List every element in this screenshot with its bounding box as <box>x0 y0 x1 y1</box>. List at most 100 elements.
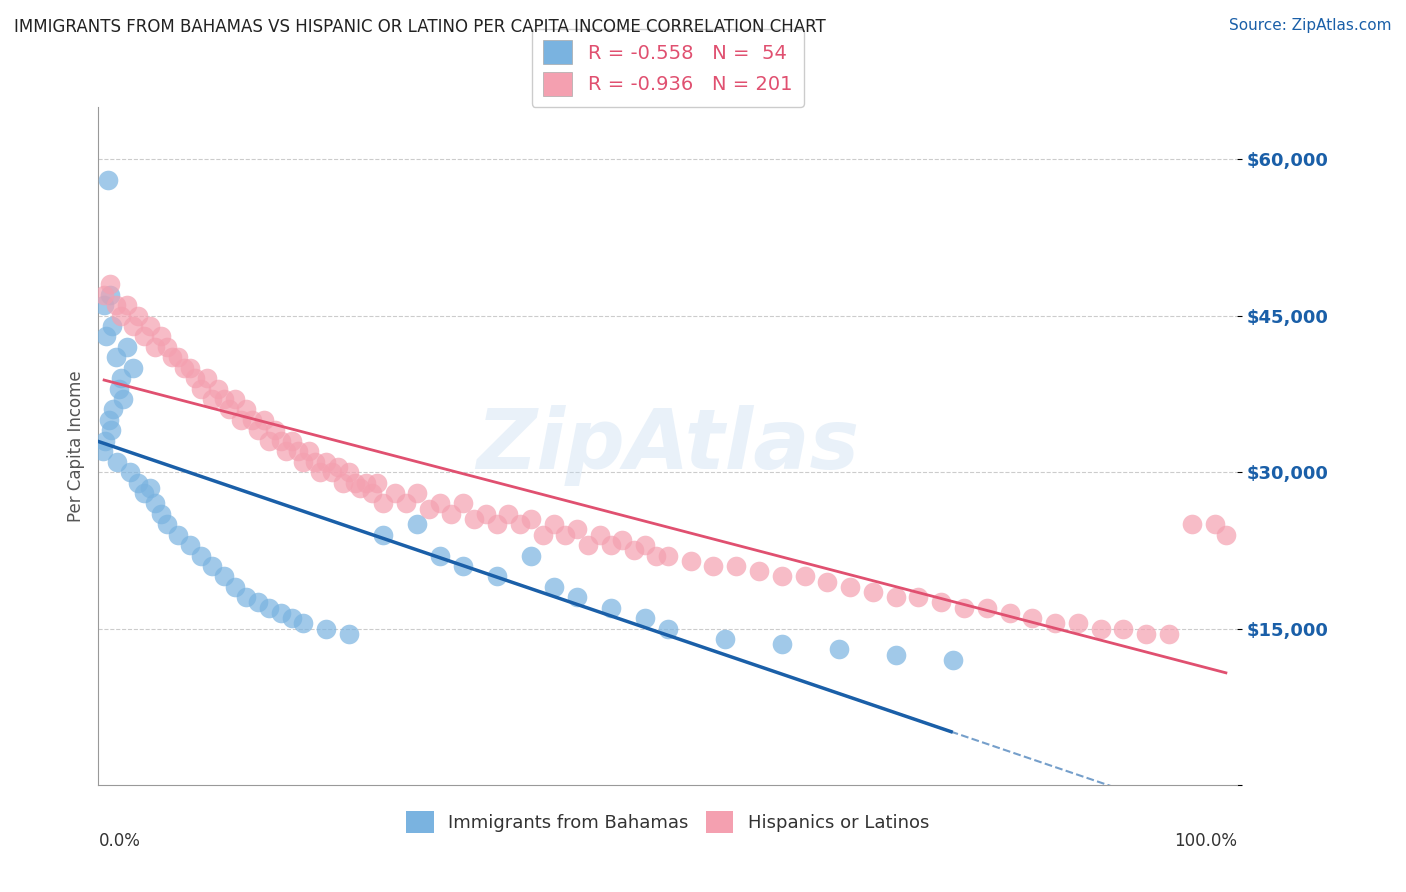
Hispanics or Latinos <box>429 496 451 510</box>
Immigrants from Bahamas <box>371 527 394 541</box>
Hispanics or Latinos <box>657 549 679 563</box>
Hispanics or Latinos <box>486 517 509 532</box>
Y-axis label: Per Capita Income: Per Capita Income <box>66 370 84 522</box>
Hispanics or Latinos <box>623 543 645 558</box>
Hispanics or Latinos <box>326 459 349 474</box>
Hispanics or Latinos <box>235 402 257 417</box>
Hispanics or Latinos <box>600 538 623 552</box>
Hispanics or Latinos <box>93 287 115 301</box>
Hispanics or Latinos <box>884 591 907 605</box>
Immigrants from Bahamas <box>132 486 155 500</box>
Immigrants from Bahamas <box>235 591 257 605</box>
Hispanics or Latinos <box>543 517 565 532</box>
Immigrants from Bahamas <box>281 611 304 625</box>
Hispanics or Latinos <box>115 298 138 312</box>
Immigrants from Bahamas <box>714 632 737 646</box>
Hispanics or Latinos <box>270 434 292 448</box>
Hispanics or Latinos <box>287 444 309 458</box>
Hispanics or Latinos <box>224 392 246 406</box>
Text: 0.0%: 0.0% <box>98 832 141 850</box>
Hispanics or Latinos <box>576 538 599 552</box>
Immigrants from Bahamas <box>105 455 128 469</box>
Hispanics or Latinos <box>332 475 354 490</box>
Hispanics or Latinos <box>195 371 218 385</box>
Hispanics or Latinos <box>281 434 304 448</box>
Hispanics or Latinos <box>531 527 554 541</box>
Hispanics or Latinos <box>138 319 160 334</box>
Immigrants from Bahamas <box>224 580 246 594</box>
Hispanics or Latinos <box>395 496 418 510</box>
Immigrants from Bahamas <box>156 517 179 532</box>
Immigrants from Bahamas <box>429 549 451 563</box>
Hispanics or Latinos <box>259 434 281 448</box>
Immigrants from Bahamas <box>101 319 124 334</box>
Hispanics or Latinos <box>976 600 998 615</box>
Hispanics or Latinos <box>565 523 588 537</box>
Hispanics or Latinos <box>679 554 702 568</box>
Hispanics or Latinos <box>384 486 406 500</box>
Hispanics or Latinos <box>1135 626 1157 640</box>
Hispanics or Latinos <box>349 481 371 495</box>
Hispanics or Latinos <box>725 558 748 573</box>
Hispanics or Latinos <box>343 475 366 490</box>
Immigrants from Bahamas <box>96 173 118 187</box>
Hispanics or Latinos <box>190 382 212 396</box>
Hispanics or Latinos <box>371 496 394 510</box>
Hispanics or Latinos <box>156 340 179 354</box>
Hispanics or Latinos <box>839 580 862 594</box>
Hispanics or Latinos <box>150 329 173 343</box>
Immigrants from Bahamas <box>565 591 588 605</box>
Hispanics or Latinos <box>292 455 315 469</box>
Immigrants from Bahamas <box>657 622 679 636</box>
Immigrants from Bahamas <box>201 558 224 573</box>
Hispanics or Latinos <box>463 512 485 526</box>
Immigrants from Bahamas <box>406 517 429 532</box>
Hispanics or Latinos <box>451 496 474 510</box>
Hispanics or Latinos <box>246 423 269 437</box>
Hispanics or Latinos <box>793 569 815 583</box>
Hispanics or Latinos <box>179 360 201 375</box>
Immigrants from Bahamas <box>520 549 543 563</box>
Hispanics or Latinos <box>634 538 657 552</box>
Immigrants from Bahamas <box>828 642 851 657</box>
Hispanics or Latinos <box>264 423 287 437</box>
Hispanics or Latinos <box>354 475 377 490</box>
Immigrants from Bahamas <box>104 351 127 365</box>
Immigrants from Bahamas <box>100 423 122 437</box>
Hispanics or Latinos <box>588 527 610 541</box>
Immigrants from Bahamas <box>98 287 121 301</box>
Hispanics or Latinos <box>1181 517 1204 532</box>
Immigrants from Bahamas <box>167 527 190 541</box>
Hispanics or Latinos <box>184 371 207 385</box>
Hispanics or Latinos <box>406 486 429 500</box>
Hispanics or Latinos <box>276 444 298 458</box>
Hispanics or Latinos <box>212 392 235 406</box>
Hispanics or Latinos <box>229 413 252 427</box>
Text: Source: ZipAtlas.com: Source: ZipAtlas.com <box>1229 18 1392 33</box>
Hispanics or Latinos <box>1215 527 1237 541</box>
Hispanics or Latinos <box>298 444 321 458</box>
Hispanics or Latinos <box>929 595 952 609</box>
Hispanics or Latinos <box>1112 622 1135 636</box>
Hispanics or Latinos <box>309 465 332 479</box>
Immigrants from Bahamas <box>91 444 114 458</box>
Hispanics or Latinos <box>98 277 121 292</box>
Immigrants from Bahamas <box>115 340 138 354</box>
Hispanics or Latinos <box>748 564 770 578</box>
Hispanics or Latinos <box>509 517 531 532</box>
Hispanics or Latinos <box>498 507 520 521</box>
Immigrants from Bahamas <box>600 600 623 615</box>
Immigrants from Bahamas <box>634 611 657 625</box>
Hispanics or Latinos <box>702 558 724 573</box>
Immigrants from Bahamas <box>486 569 509 583</box>
Hispanics or Latinos <box>612 533 634 547</box>
Hispanics or Latinos <box>207 382 229 396</box>
Hispanics or Latinos <box>520 512 543 526</box>
Hispanics or Latinos <box>554 527 576 541</box>
Text: IMMIGRANTS FROM BAHAMAS VS HISPANIC OR LATINO PER CAPITA INCOME CORRELATION CHAR: IMMIGRANTS FROM BAHAMAS VS HISPANIC OR L… <box>14 18 825 36</box>
Immigrants from Bahamas <box>121 360 143 375</box>
Immigrants from Bahamas <box>93 298 115 312</box>
Hispanics or Latinos <box>321 465 343 479</box>
Hispanics or Latinos <box>304 455 326 469</box>
Hispanics or Latinos <box>474 507 496 521</box>
